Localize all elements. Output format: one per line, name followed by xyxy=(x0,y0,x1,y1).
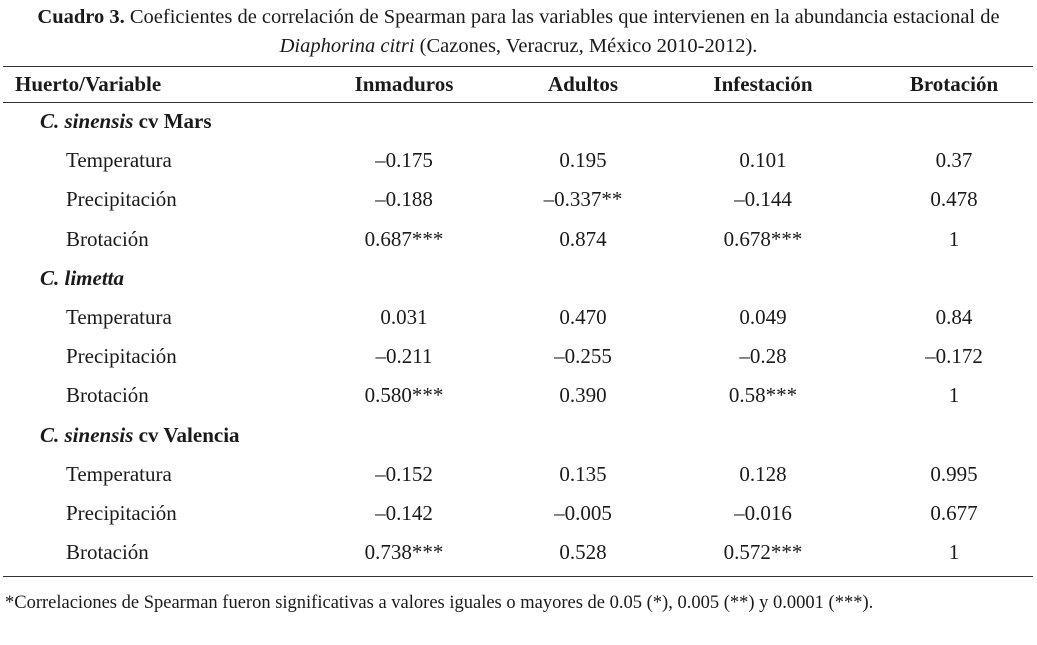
header-row: Huerto/Variable Inmaduros Adultos Infest… xyxy=(3,67,1033,102)
value-cell: 0.572*** xyxy=(723,540,803,565)
table-row: Precipitación –0.142 –0.005 –0.016 0.677 xyxy=(3,494,1033,533)
value-cell: 0.58*** xyxy=(728,383,798,408)
variable-cell: Precipitación xyxy=(66,344,177,369)
caption-text-before: Coeficientes de correlación de Spearman … xyxy=(124,6,1000,28)
value-cell: –0.337** xyxy=(543,187,623,212)
group-species: C. sinensis xyxy=(40,422,134,447)
value-cell: 0.101 xyxy=(739,148,787,173)
group-row: C. sinensis cv Mars xyxy=(3,102,1033,141)
value-cell: –0.255 xyxy=(554,344,612,369)
table-row: Temperatura –0.152 0.135 0.128 0.995 xyxy=(3,455,1033,494)
table-row: Brotación 0.580*** 0.390 0.58*** 1 xyxy=(3,376,1033,415)
top-rule xyxy=(3,66,1033,67)
group-label: C. sinensis cv Mars xyxy=(3,102,1033,141)
table-caption: Cuadro 3. Coeficientes de correlación de… xyxy=(0,3,1037,61)
bottom-rule xyxy=(3,576,1033,577)
table-row: Precipitación –0.211 –0.255 –0.28 –0.172 xyxy=(3,337,1033,376)
value-cell: 0.738*** xyxy=(364,540,444,565)
group-label: C. sinensis cv Valencia xyxy=(3,416,1033,455)
table-row: Precipitación –0.188 –0.337** –0.144 0.478 xyxy=(3,180,1033,219)
value-cell: –0.152 xyxy=(375,461,433,486)
group-label: C. limetta xyxy=(3,259,1033,298)
variable-cell: Precipitación xyxy=(66,187,177,212)
group-row: C. limetta xyxy=(3,259,1033,298)
value-cell: –0.144 xyxy=(734,187,792,212)
table-row: Brotación 0.687*** 0.874 0.678*** 1 xyxy=(3,220,1033,259)
value-cell: 0.677 xyxy=(930,500,978,525)
value-cell: 0.528 xyxy=(559,540,607,565)
group-cultivar: cv Mars xyxy=(133,109,212,134)
caption-label: Cuadro 3. xyxy=(37,6,125,28)
variable-cell: Brotación xyxy=(66,540,149,565)
variable-cell: Temperatura xyxy=(66,305,172,330)
value-cell: 1 xyxy=(948,540,960,565)
value-cell: 0.84 xyxy=(935,305,973,330)
caption-text-after: (Cazones, Veracruz, México 2010-2012). xyxy=(414,35,758,57)
value-cell: 0.995 xyxy=(930,461,978,486)
value-cell: 1 xyxy=(948,383,960,408)
value-cell: –0.188 xyxy=(375,187,433,212)
value-cell: 0.390 xyxy=(559,383,607,408)
value-cell: 0.687*** xyxy=(364,226,444,251)
value-cell: –0.172 xyxy=(925,344,983,369)
footnote: *Correlaciones de Spearman fueron signif… xyxy=(5,593,874,613)
value-cell: 0.580*** xyxy=(364,383,444,408)
table-body: C. sinensis cv Mars Temperatura –0.175 0.19… xyxy=(3,102,1033,572)
variable-cell: Brotación xyxy=(66,226,149,251)
value-cell: 0.478 xyxy=(930,187,978,212)
value-cell: 0.135 xyxy=(559,461,607,486)
value-cell: –0.016 xyxy=(734,500,792,525)
variable-cell: Temperatura xyxy=(66,461,172,486)
header-adultos: Adultos xyxy=(547,72,619,96)
value-cell: 0.195 xyxy=(559,148,607,173)
caption-species: Diaphorina citri xyxy=(279,35,415,57)
value-cell: 0.049 xyxy=(739,305,787,330)
value-cell: 1 xyxy=(948,226,960,251)
variable-cell: Precipitación xyxy=(66,500,177,525)
value-cell: –0.142 xyxy=(375,500,433,525)
value-cell: –0.005 xyxy=(554,500,612,525)
value-cell: 0.37 xyxy=(935,148,973,173)
header-infestacion: Infestación xyxy=(713,72,813,96)
value-cell: 0.678*** xyxy=(723,226,803,251)
header-inmaduros: Inmaduros xyxy=(354,72,454,96)
header-huerto-variable: Huerto/Variable xyxy=(15,72,162,96)
value-cell: –0.211 xyxy=(375,344,433,369)
value-cell: 0.874 xyxy=(559,226,607,251)
table-row: Temperatura 0.031 0.470 0.049 0.84 xyxy=(3,298,1033,337)
variable-cell: Temperatura xyxy=(66,148,172,173)
group-cultivar: cv Valencia xyxy=(133,422,240,447)
value-cell: 0.128 xyxy=(739,461,787,486)
header-brotacion: Brotación xyxy=(909,72,999,96)
value-cell: 0.470 xyxy=(559,305,607,330)
table-row: Temperatura –0.175 0.195 0.101 0.37 xyxy=(3,141,1033,180)
header-rule xyxy=(3,102,1033,103)
group-species: C. sinensis xyxy=(40,109,134,134)
variable-cell: Brotación xyxy=(66,383,149,408)
value-cell: –0.175 xyxy=(375,148,433,173)
table-row: Brotación 0.738*** 0.528 0.572*** 1 xyxy=(3,533,1033,572)
group-row: C. sinensis cv Valencia xyxy=(3,416,1033,455)
correlation-table: Huerto/Variable Inmaduros Adultos Infest… xyxy=(3,67,1033,572)
value-cell: 0.031 xyxy=(380,305,428,330)
group-species: C. limetta xyxy=(40,265,124,290)
value-cell: –0.28 xyxy=(739,344,787,369)
